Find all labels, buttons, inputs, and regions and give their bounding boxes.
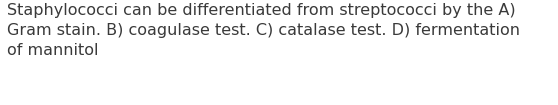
- Text: Staphylococci can be differentiated from streptococci by the A)
Gram stain. B) c: Staphylococci can be differentiated from…: [7, 3, 520, 58]
